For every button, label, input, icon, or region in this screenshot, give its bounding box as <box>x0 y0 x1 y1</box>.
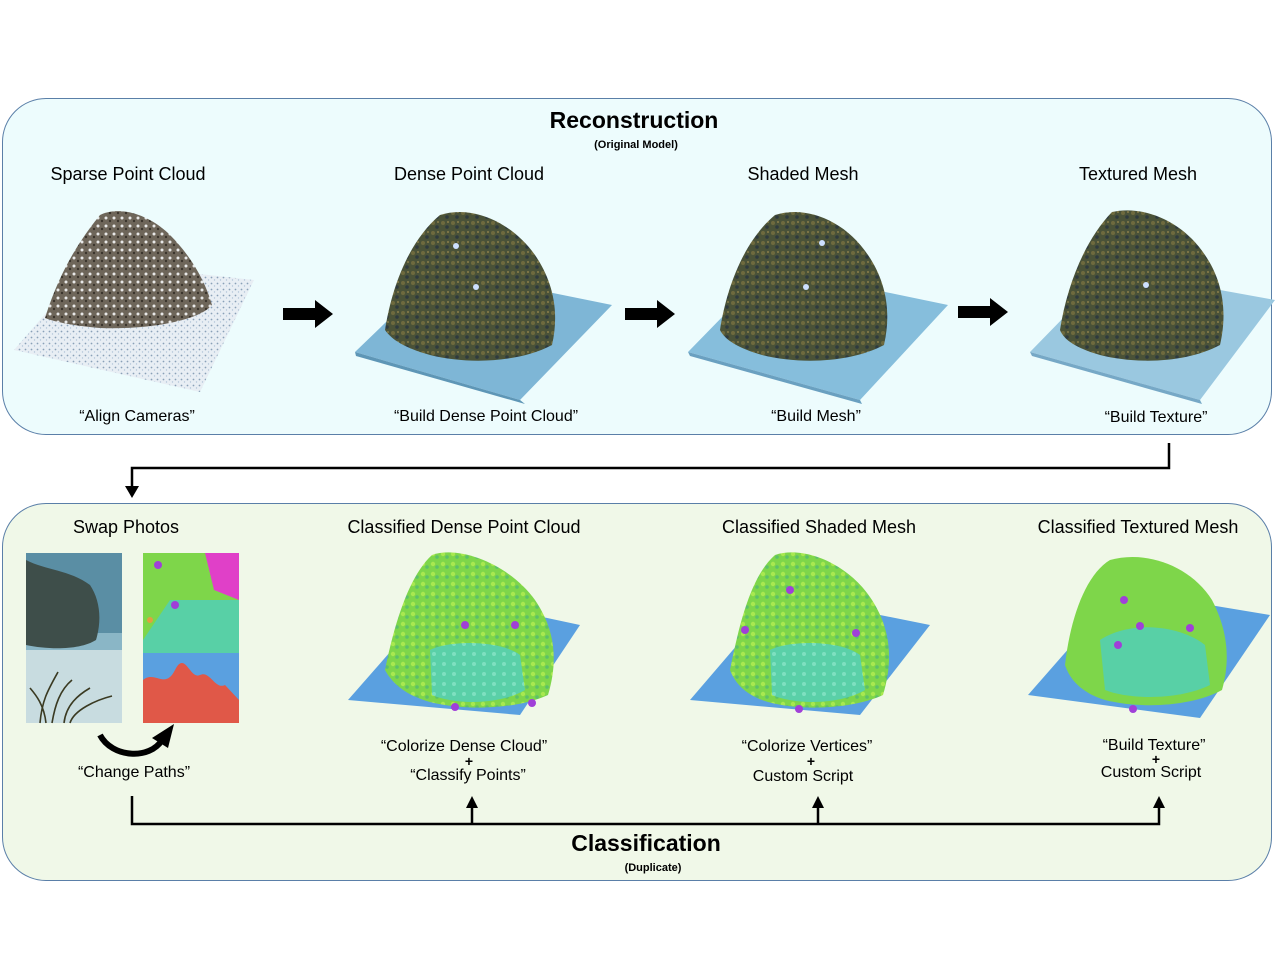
classified-label-photo <box>143 553 239 723</box>
stage-label-sparse: Sparse Point Cloud <box>50 164 206 184</box>
command-build-texture-classified: “Build Texture” <box>1102 737 1206 754</box>
command-colorize-dense-cloud: “Colorize Dense Cloud” <box>380 738 548 755</box>
stage-label-shaded: Shaded Mesh <box>747 164 859 184</box>
command-custom-script: Custom Script <box>752 768 854 785</box>
textured-mesh-image <box>1030 210 1275 404</box>
dense-point-cloud-image <box>355 211 612 404</box>
plus-sign: + <box>806 753 816 769</box>
classification-connector <box>130 796 1161 826</box>
reconstruction-title: Reconstruction <box>549 107 719 133</box>
command-colorize-vertices: “Colorize Vertices” <box>741 738 873 755</box>
command-classify-points: “Classify Points” <box>410 767 526 784</box>
command-build-mesh: “Build Mesh” <box>771 408 861 425</box>
stage-label-classified-shaded: Classified Shaded Mesh <box>721 517 917 537</box>
arrow-up-icon <box>466 796 478 808</box>
original-photo <box>26 553 122 724</box>
arrow-up-icon <box>812 796 824 808</box>
classification-title: Classification <box>571 830 721 856</box>
plus-sign: + <box>1151 751 1161 767</box>
connector-arrow <box>130 443 1171 488</box>
command-align-cameras: “Align Cameras” <box>79 408 195 425</box>
stage-label-textured: Textured Mesh <box>1078 164 1198 184</box>
classified-textured-mesh-image <box>1028 556 1270 718</box>
arrow-right-icon <box>625 300 675 328</box>
arrow-right-icon <box>958 298 1008 326</box>
arrow-up-icon <box>1153 796 1165 808</box>
stage-label-classified-textured: Classified Textured Mesh <box>1037 517 1239 537</box>
reconstruction-subtitle: (Original Model) <box>594 139 678 151</box>
stage-label-swap-photos: Swap Photos <box>72 517 180 537</box>
command-custom-script: Custom Script <box>1100 764 1202 781</box>
classification-subtitle: (Duplicate) <box>624 862 682 874</box>
arrow-right-icon <box>283 300 333 328</box>
classified-shaded-mesh-image <box>690 552 930 715</box>
command-build-dense-cloud: “Build Dense Point Cloud” <box>393 408 579 425</box>
sparse-point-cloud-image <box>14 211 254 392</box>
classified-dense-cloud-image <box>348 552 580 715</box>
reconstruction-panel <box>2 98 1272 435</box>
stage-label-dense: Dense Point Cloud <box>393 164 545 184</box>
arrow-down-icon <box>125 486 139 498</box>
shaded-mesh-image <box>688 211 948 404</box>
swap-arrow-icon <box>97 724 174 757</box>
plus-sign: + <box>464 753 474 769</box>
command-build-texture: “Build Texture” <box>1104 409 1208 426</box>
command-change-paths: “Change Paths” <box>77 764 191 781</box>
stage-label-classified-dense: Classified Dense Point Cloud <box>347 517 581 537</box>
